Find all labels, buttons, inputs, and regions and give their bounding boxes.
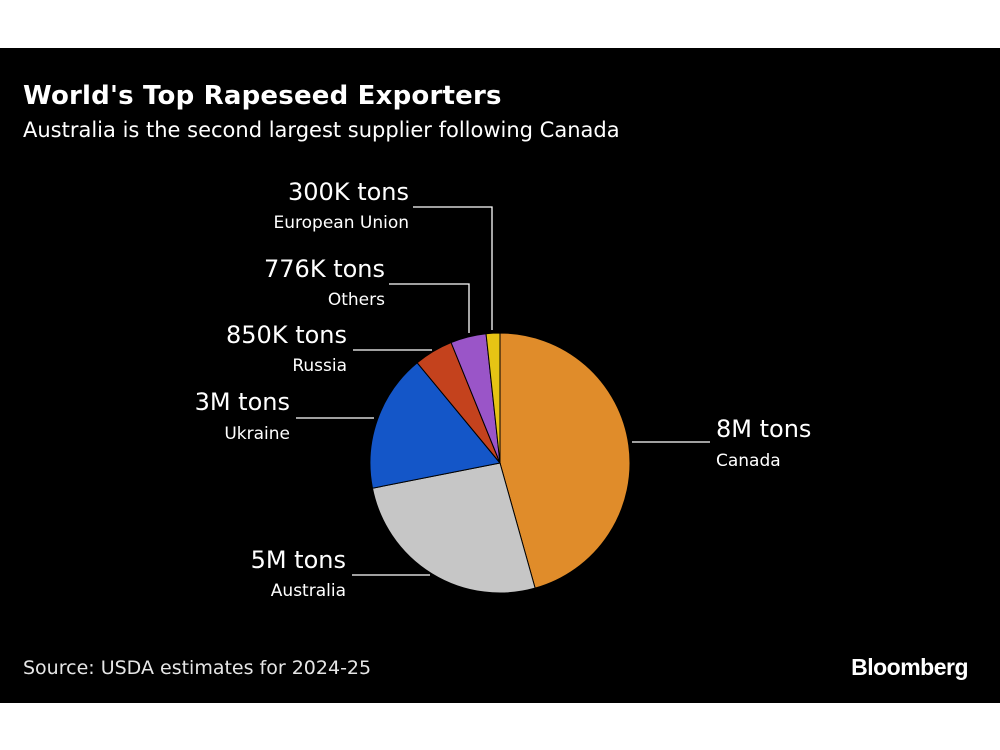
pie-slice-european-union xyxy=(485,332,501,464)
category-label-russia: Russia xyxy=(292,356,347,376)
value-label-european-union: 300K tons xyxy=(288,178,409,206)
leader-line-european-union xyxy=(413,206,493,330)
chart-card: World's Top Rapeseed Exporters Australia… xyxy=(0,48,1000,703)
category-label-australia: Australia xyxy=(271,581,346,601)
value-label-ukraine: 3M tons xyxy=(195,388,290,416)
value-label-canada: 8M tons xyxy=(716,415,811,443)
pie-slice-ukraine xyxy=(369,362,501,489)
category-label-european-union: European Union xyxy=(274,213,410,233)
category-label-others: Others xyxy=(328,290,385,310)
label-group-russia: 850K tons Russia xyxy=(226,321,432,376)
bloomberg-logo: Bloomberg xyxy=(851,654,968,680)
pie-slice-canada xyxy=(499,332,631,589)
pie-slice-australia xyxy=(371,462,536,594)
value-label-others: 776K tons xyxy=(264,255,385,283)
value-label-australia: 5M tons xyxy=(251,546,346,574)
pie-chart: 8M tons Canada 5M tons Australia 3M tons Ukra… xyxy=(195,178,812,601)
source-note: Source: USDA estimates for 2024-25 xyxy=(23,657,372,679)
chart-subtitle: Australia is the second largest supplier… xyxy=(23,118,620,142)
label-group-canada: 8M tons Canada xyxy=(632,415,811,471)
value-label-russia: 850K tons xyxy=(226,321,347,349)
label-group-ukraine: 3M tons Ukraine xyxy=(195,388,374,444)
label-group-european-union: 300K tons European Union xyxy=(274,178,493,330)
label-group-others: 776K tons Others xyxy=(264,255,470,333)
leader-line-others xyxy=(389,283,470,333)
chart-title: World's Top Rapeseed Exporters xyxy=(23,81,502,111)
label-group-australia: 5M tons Australia xyxy=(251,546,430,601)
category-label-ukraine: Ukraine xyxy=(224,424,290,444)
category-label-canada: Canada xyxy=(716,451,781,471)
